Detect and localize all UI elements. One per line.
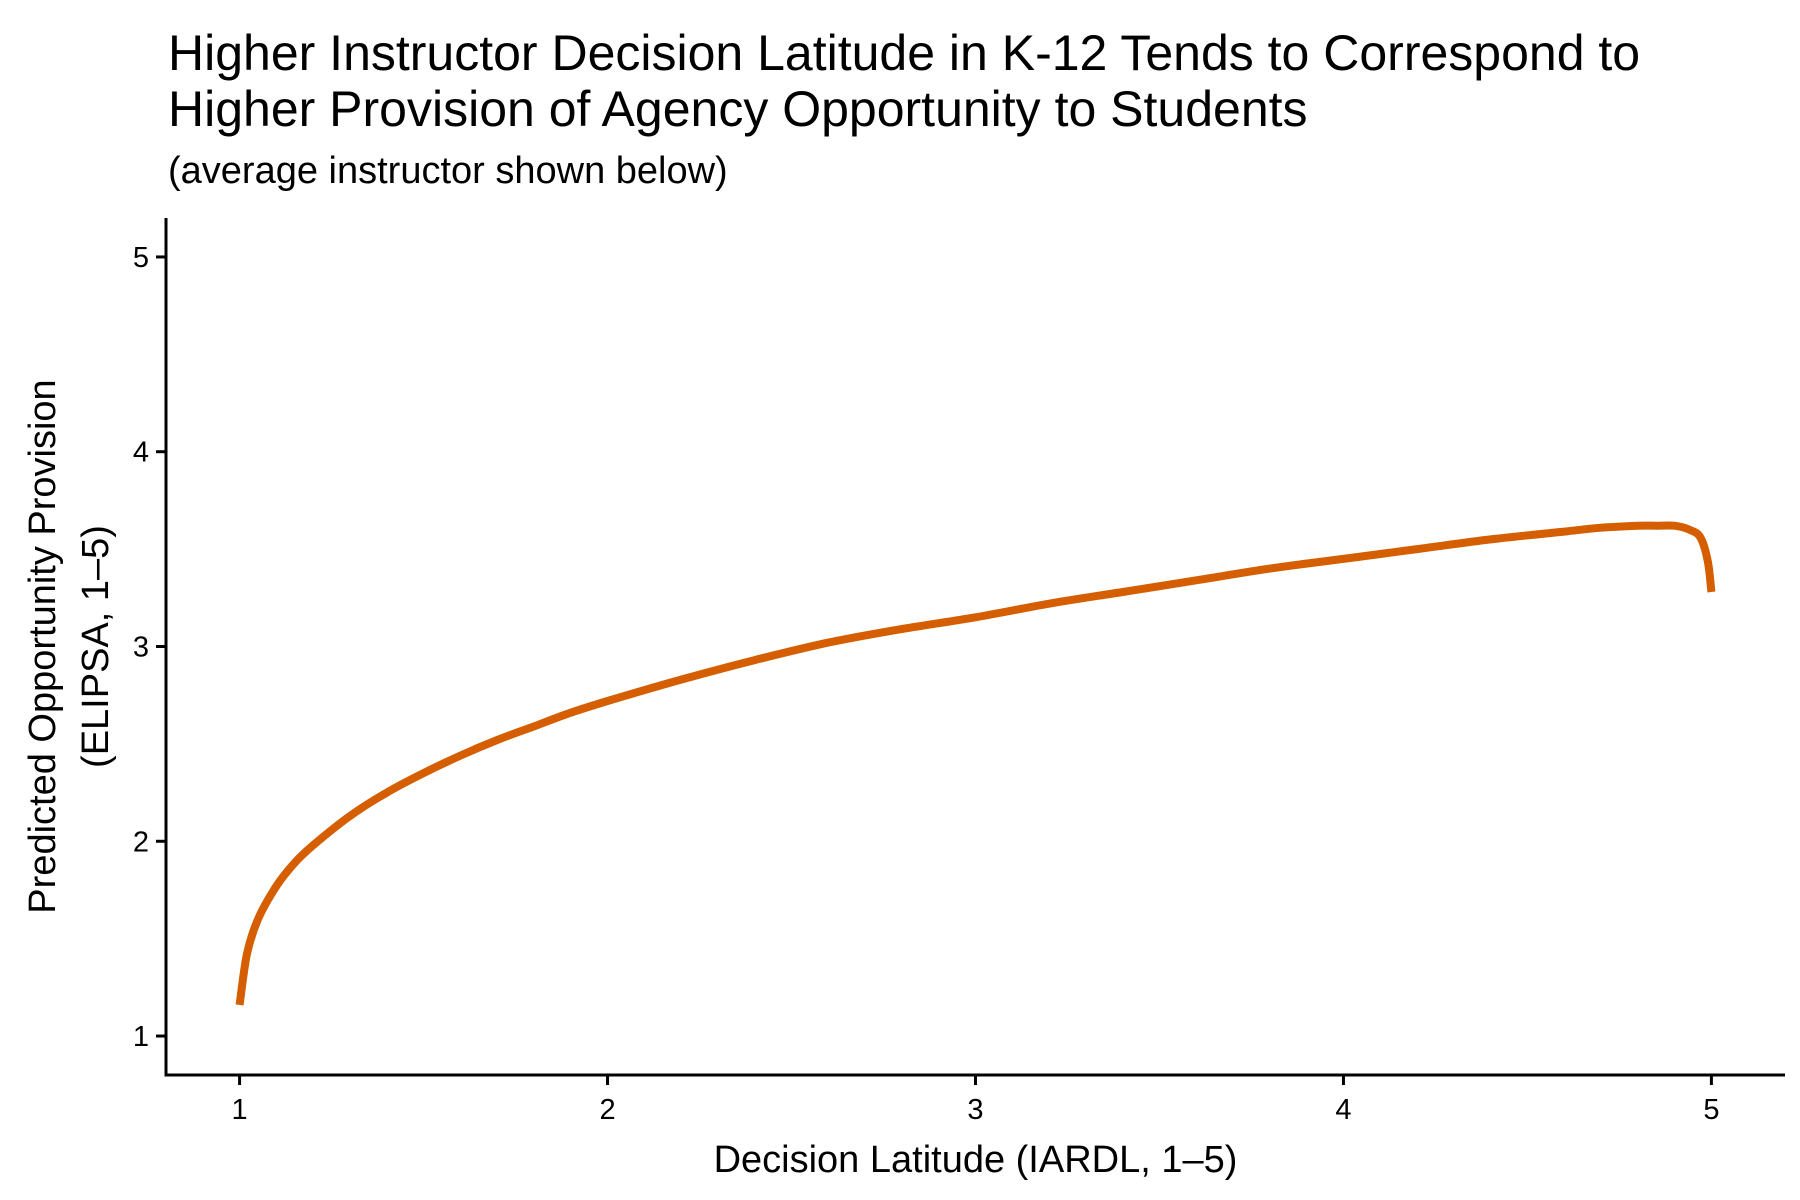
x-axis-title: Decision Latitude (IARDL, 1–5) bbox=[714, 1139, 1238, 1181]
x-tick-label: 4 bbox=[1335, 1094, 1351, 1126]
x-tick-label: 2 bbox=[599, 1094, 615, 1126]
y-tick-label: 5 bbox=[133, 242, 149, 274]
chart-title-line-2: Higher Provision of Agency Opportunity t… bbox=[168, 81, 1308, 137]
x-tick-label: 3 bbox=[967, 1094, 983, 1126]
chart-title-line-1: Higher Instructor Decision Latitude in K… bbox=[168, 25, 1641, 81]
x-axis-ticks: 1 2 3 4 5 bbox=[232, 1075, 1719, 1126]
series-line bbox=[235, 521, 1716, 1006]
y-axis-ticks: 1 2 3 4 5 bbox=[133, 242, 166, 1053]
y-axis-title-line-1: Predicted Opportunity Provision bbox=[22, 379, 64, 913]
x-tick-label: 1 bbox=[232, 1094, 248, 1126]
x-tick-label: 5 bbox=[1703, 1094, 1719, 1126]
axes bbox=[164, 218, 1785, 1077]
y-axis-title-line-2: (ELIPSA, 1–5) bbox=[75, 525, 117, 768]
y-tick-label: 4 bbox=[133, 437, 149, 469]
chart-subtitle: (average instructor shown below) bbox=[168, 150, 728, 192]
y-tick-label: 2 bbox=[133, 826, 149, 858]
y-tick-label: 1 bbox=[133, 1021, 149, 1053]
y-tick-label: 3 bbox=[133, 632, 149, 664]
